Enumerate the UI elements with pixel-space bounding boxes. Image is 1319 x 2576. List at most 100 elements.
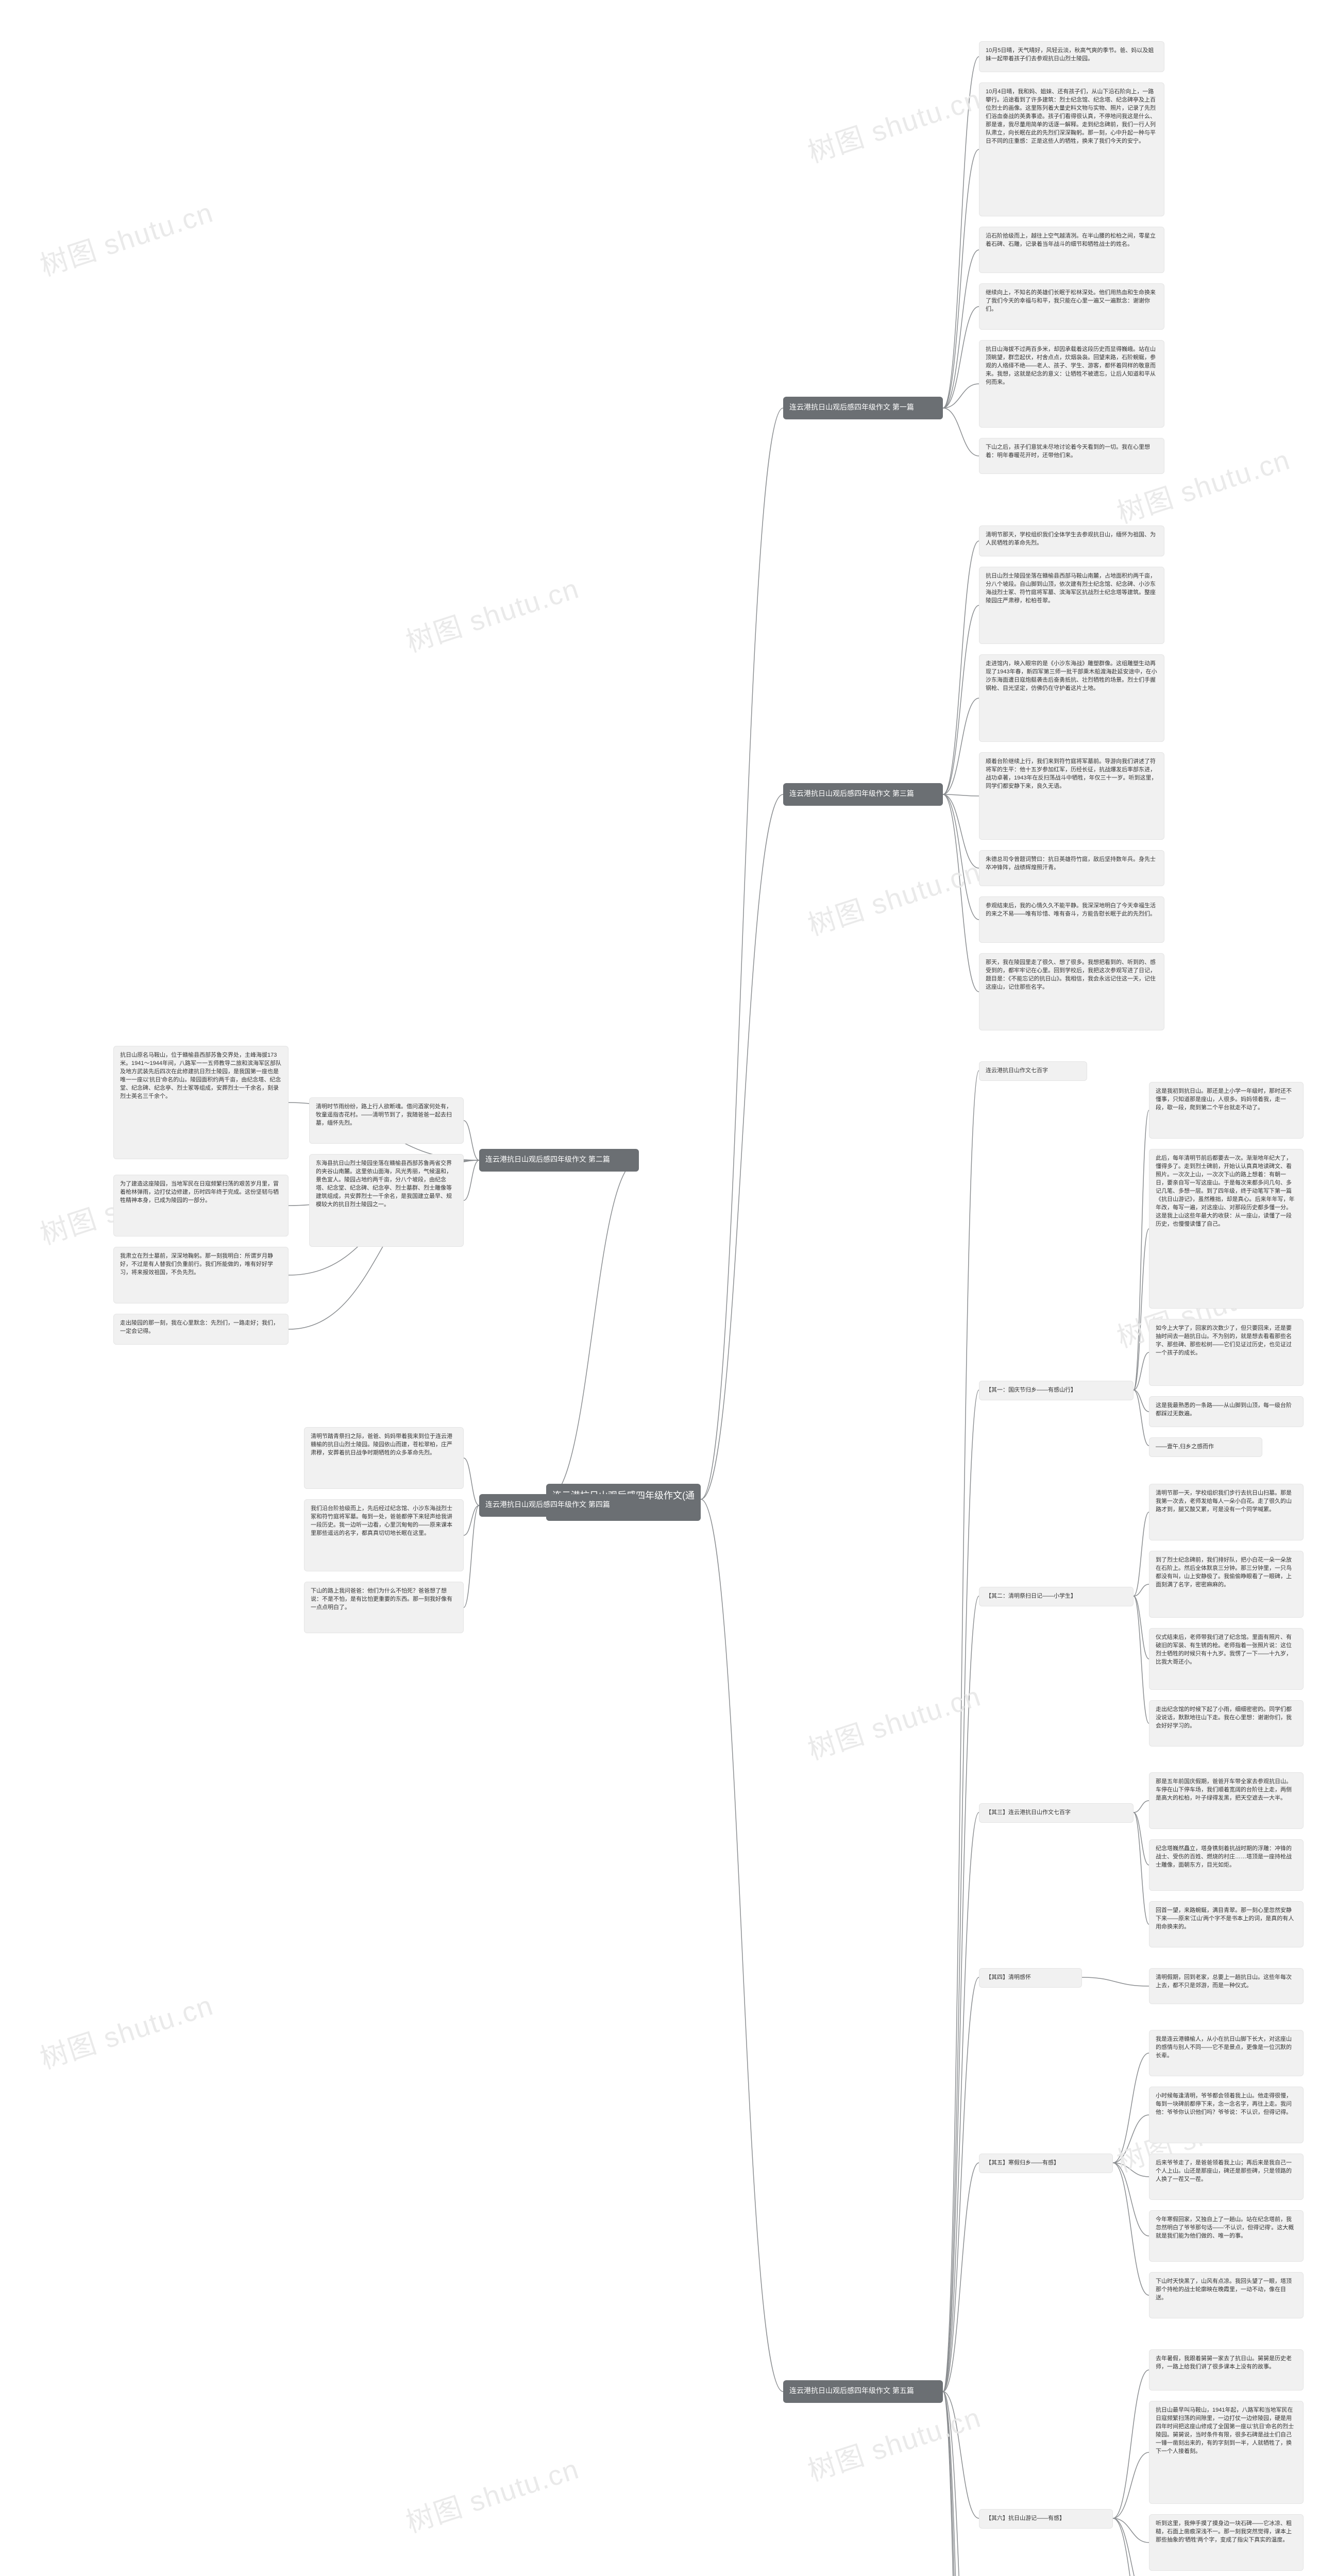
node-text: 我肃立在烈士墓前，深深地鞠躬。那一刻我明白：所谓岁月静好，不过是有人替我们负重前… <box>120 1253 273 1276</box>
node-text: 东海县抗日山烈士陵园坐落在赣榆县西部苏鲁两省交界的夹谷山南麓。这里依山面海，风光… <box>316 1160 452 1208</box>
node-b2: 连云港抗日山观后感四年级作文 第二篇 <box>479 1149 639 1172</box>
watermark: 树图 shutu.cn <box>802 849 985 943</box>
node-b5s4a: 清明假期，回到老家，总要上一趟抗日山。这些年每次上去，都不只是郊游，而是一种仪式… <box>1149 1968 1304 2004</box>
node-b1l4: 继续向上，不知名的英雄们长眠于松林深处。他们用热血和生命换来了我们今天的幸福与和… <box>979 283 1164 330</box>
node-b4l1: 清明节踏青祭扫之际，爸爸、妈妈带着我来到位于连云港赣榆的抗日山烈士陵园。陵园依山… <box>304 1427 464 1489</box>
node-b5s5e: 下山时天快黑了，山风有点凉。我回头望了一眼，塔顶那个持枪的战士轮廓映在晚霞里，一… <box>1149 2272 1304 2318</box>
node-text: 连云港抗日山观后感四年级作文 第四篇 <box>485 1500 610 1509</box>
node-b2l4: 我肃立在烈士墓前，深深地鞠躬。那一刻我明白：所谓岁月静好，不过是有人替我们负重前… <box>113 1247 289 1303</box>
node-text: 这是我初到抗日山。那还是上小学一年级时，那时还不懂事，只知道那是座山，人很多。妈… <box>1156 1088 1292 1111</box>
node-b3l5: 朱德总司令曾题词赞曰：抗日英雄符竹庭，敌后坚持数年兵。身先士卒冲锋阵，战绩辉煌照… <box>979 850 1164 886</box>
node-text: 走出陵园的那一刻，我在心里默念：先烈们，一路走好；我们，一定会记得。 <box>120 1320 279 1334</box>
node-text: 去年暑假，我跟着舅舅一家去了抗日山。舅舅是历史老师，一路上给我们讲了很多课本上没… <box>1156 2355 1292 2370</box>
node-text: 抗日山最早叫马鞍山，1941年起，八路军和当地军民在日寇频繁扫荡的间隙里，一边打… <box>1156 2407 1294 2454</box>
node-b5s6a: 去年暑假，我跟着舅舅一家去了抗日山。舅舅是历史老师，一路上给我们讲了很多课本上没… <box>1149 2349 1304 2391</box>
node-b1l2: 10月4日晴，我和妈、姐妹、还有孩子们，从山下沿石阶向上，一路攀行。沿途看到了许… <box>979 82 1164 216</box>
node-text: 继续向上，不知名的英雄们长眠于松林深处。他们用热血和生命换来了我们今天的幸福与和… <box>986 290 1156 312</box>
node-b3l3: 走进馆内，映入眼帘的是《小沙东海战》雕塑群像。这组雕塑生动再现了1943年春，新… <box>979 654 1164 742</box>
node-text: 连云港抗日山作文七百字 <box>986 1067 1048 1074</box>
watermark: 树图 shutu.cn <box>400 566 583 660</box>
node-b5s2d: 走出纪念馆的时候下起了小雨，细细密密的。同学们都没说话，默默地往山下走。我在心里… <box>1149 1700 1304 1747</box>
watermark: 树图 shutu.cn <box>802 1673 985 1768</box>
node-text: 为了建造这座陵园，当地军民在日寇频繁扫荡的艰苦岁月里，冒着枪林弹雨，边打仗边修建… <box>120 1181 279 1204</box>
node-text: 那是五年前国庆假期，爸爸开车带全家去参观抗日山。车停在山下停车场，我们顺着宽阔的… <box>1156 1778 1292 1801</box>
watermark: 树图 shutu.cn <box>400 2446 583 2540</box>
node-text: 下山的路上我问爸爸：他们为什么不怕死？爸爸想了想说：不是不怕，是有比怕更重要的东… <box>311 1588 452 1611</box>
node-text: 连云港抗日山观后感四年级作文 第二篇 <box>485 1155 610 1163</box>
node-b5s1d: 这是我最熟悉的一条路——从山脚到山顶，每一级台阶都踩过无数遍。 <box>1149 1396 1304 1427</box>
node-b5s5a: 我是连云港赣榆人，从小在抗日山脚下长大，对这座山的感情与别人不同——它不是景点，… <box>1149 2030 1304 2076</box>
node-text: 那天，我在陵园里走了很久、想了很多。我想把看到的、听到的、感受到的，都牢牢记在心… <box>986 959 1156 990</box>
node-text: 下山之后，孩子们意犹未尽地讨论着今天看到的一切。我在心里想着：明年春暖花开时，还… <box>986 444 1150 459</box>
node-b5s1b: 此后，每年清明节前后都要去一次。渐渐地年纪大了，懂得多了。走到烈士碑前，开始认认… <box>1149 1149 1304 1309</box>
node-text: 【其五】寒假归乡——有感】 <box>986 2160 1059 2166</box>
node-b5s3: 【其三】连云港抗日山作文七百字 <box>979 1803 1134 1823</box>
node-b3l6: 参观结束后，我的心情久久不能平静。我深深地明白了今天幸福生活的来之不易——唯有珍… <box>979 896 1164 943</box>
node-text: 这是我最熟悉的一条路——从山脚到山顶，每一级台阶都踩过无数遍。 <box>1156 1402 1292 1417</box>
node-b5s3a: 那是五年前国庆假期，爸爸开车带全家去参观抗日山。车停在山下停车场，我们顺着宽阔的… <box>1149 1772 1304 1829</box>
node-text: 【其一：国庆节归乡——有感山行】 <box>986 1387 1076 1393</box>
node-text: 走进馆内，映入眼帘的是《小沙东海战》雕塑群像。这组雕塑生动再现了1943年春，新… <box>986 660 1157 691</box>
node-text: 【其三】连云港抗日山作文七百字 <box>986 1809 1071 1816</box>
node-text: 纪念塔巍然矗立，塔身镌刻着抗战时期的浮雕：冲锋的战士、受伤的百姓、燃烧的村庄……… <box>1156 1845 1292 1868</box>
node-text: 此后，每年清明节前后都要去一次。渐渐地年纪大了，懂得多了。走到烈士碑前，开始认认… <box>1156 1155 1295 1227</box>
node-b1l6: 下山之后，孩子们意犹未尽地讨论着今天看到的一切。我在心里想着：明年春暖花开时，还… <box>979 438 1164 474</box>
node-text: 清明节踏青祭扫之际，爸爸、妈妈带着我来到位于连云港赣榆的抗日山烈士陵园。陵园依山… <box>311 1433 452 1456</box>
node-text: 下山时天快黑了，山风有点凉。我回头望了一眼，塔顶那个持枪的战士轮廓映在晚霞里，一… <box>1156 2278 1292 2301</box>
node-text: 10月5日晴，天气晴好，风轻云淡，秋高气爽的季节。爸、妈以及姐妹一起带着孩子们去… <box>986 47 1154 62</box>
node-b1: 连云港抗日山观后感四年级作文 第一篇 <box>783 397 943 419</box>
node-b4: 连云港抗日山观后感四年级作文 第四篇 <box>479 1494 639 1517</box>
node-b1l1: 10月5日晴，天气晴好，风轻云淡，秋高气爽的季节。爸、妈以及姐妹一起带着孩子们去… <box>979 41 1164 72</box>
node-b5s1a: 这是我初到抗日山。那还是上小学一年级时，那时还不懂事，只知道那是座山，人很多。妈… <box>1149 1082 1304 1139</box>
node-text: 后来爷爷走了，是爸爸领着我上山；再后来是我自己一个人上山。山还是那座山，碑还是那… <box>1156 2160 1292 2182</box>
node-text: 10月4日晴，我和妈、姐妹、还有孩子们，从山下沿石阶向上，一路攀行。沿途看到了许… <box>986 89 1156 144</box>
node-b3: 连云港抗日山观后感四年级作文 第三篇 <box>783 783 943 806</box>
mindmap-canvas: 树图 shutu.cn 树图 shutu.cn 树图 shutu.cn 树图 shut… <box>0 0 1319 2576</box>
node-text: 回首一望，来路蜿蜒，满目青翠。那一刻心里忽然安静下来——原来'江山'两个字不是书… <box>1156 1907 1294 1930</box>
node-text: 抗日山海拔不过两百多米，却因承载着这段历史而显得巍峨。站在山顶眺望，群峦起伏，村… <box>986 346 1156 385</box>
node-text: 参观结束后，我的心情久久不能平静。我深深地明白了今天幸福生活的来之不易——唯有珍… <box>986 903 1156 917</box>
node-b3l1: 清明节那天，学校组织我们全体学生去参观抗日山，缅怀为祖国、为人民牺牲的革命先烈。 <box>979 526 1164 556</box>
watermark: 树图 shutu.cn <box>802 2395 985 2489</box>
node-b5s6: 【其六】抗日山游记——有感】 <box>979 2509 1113 2529</box>
node-b5s4: 【其四】清明感怀 <box>979 1968 1082 1988</box>
node-b5h: 连云港抗日山作文七百字 <box>979 1061 1087 1081</box>
node-text: 清明假期，回到老家，总要上一趟抗日山。这些年每次上去，都不只是郊游，而是一种仪式… <box>1156 1974 1292 1989</box>
watermark: 树图 shutu.cn <box>802 76 985 171</box>
node-text: 仪式结束后，老师带我们进了纪念馆。里面有照片、有破旧的军装、有生锈的枪。老师指着… <box>1156 1634 1292 1665</box>
node-b1l5: 抗日山海拔不过两百多米，却因承载着这段历史而显得巍峨。站在山顶眺望，群峦起伏，村… <box>979 340 1164 428</box>
node-text: 今年寒假回家，又独自上了一趟山。站在纪念塔前，我忽然明白了爷爷那句话——'不认识… <box>1156 2216 1294 2239</box>
node-b2l5: 走出陵园的那一刻，我在心里默念：先烈们，一路走好；我们，一定会记得。 <box>113 1314 289 1345</box>
node-b5s2: 【其二：清明祭扫日记——小学生】 <box>979 1587 1134 1606</box>
node-b5s1: 【其一：国庆节归乡——有感山行】 <box>979 1381 1134 1400</box>
node-text: ——壹午,归乡之感而作 <box>1156 1444 1214 1450</box>
node-text: 顺着台阶继续上行，我们来到符竹庭将军墓前。导游向我们讲述了符将军的生平：他十五岁… <box>986 758 1157 789</box>
watermark: 树图 shutu.cn <box>34 1982 217 2077</box>
node-text: 连云港抗日山观后感四年级作文 第三篇 <box>789 789 914 798</box>
node-b5s5d: 今年寒假回家，又独自上了一趟山。站在纪念塔前，我忽然明白了爷爷那句话——'不认识… <box>1149 2210 1304 2262</box>
node-text: 抗日山烈士陵园坐落在赣榆县西部马鞍山南麓，占地面积约两千亩，分八个坡段。自山脚到… <box>986 573 1156 604</box>
node-text: 连云港抗日山观后感四年级作文 第一篇 <box>789 403 914 411</box>
node-b2l1: 清明时节雨纷纷，路上行人欲断魂。借问酒家何处有，牧童遥指杏花村。——清明节到了，… <box>309 1097 464 1144</box>
node-b5: 连云港抗日山观后感四年级作文 第五篇 <box>783 2380 943 2403</box>
node-text: 如今上大学了，回家的次数少了，但只要回来，还是要抽时间去一趟抗日山。不为别的，就… <box>1156 1325 1292 1356</box>
node-text: 抗日山原名马鞍山，位于赣榆县西部苏鲁交界处，主峰海拔173米。1941～1944… <box>120 1052 281 1099</box>
node-b5s2a: 清明节那一天，学校组织我们步行去抗日山扫墓。那是我第一次去，老师发给每人一朵小白… <box>1149 1484 1304 1540</box>
node-text: 清明时节雨纷纷，路上行人欲断魂。借问酒家何处有，牧童遥指杏花村。——清明节到了，… <box>316 1104 452 1126</box>
node-b5s2c: 仪式结束后，老师带我们进了纪念馆。里面有照片、有破旧的军装、有生锈的枪。老师指着… <box>1149 1628 1304 1690</box>
node-b5s5b: 小时候每逢清明，爷爷都会领着我上山。他走得很慢，每到一块碑前都停下来，念一念名字… <box>1149 2087 1304 2143</box>
watermark: 树图 shutu.cn <box>34 190 217 284</box>
node-text: 连云港抗日山观后感四年级作文 第五篇 <box>789 2386 914 2395</box>
node-b5s5: 【其五】寒假归乡——有感】 <box>979 2154 1113 2173</box>
node-text: 我们沿台阶拾级而上，先后经过纪念馆、小沙东海战烈士冢和符竹庭将军墓。每到一处，爸… <box>311 1505 452 1536</box>
node-text: 【其四】清明感怀 <box>986 1974 1031 1980</box>
node-b5s1e: ——壹午,归乡之感而作 <box>1149 1437 1262 1457</box>
node-b2l2b: 东海县抗日山烈士陵园坐落在赣榆县西部苏鲁两省交界的夹谷山南麓。这里依山面海，风光… <box>309 1154 464 1247</box>
node-b3l4: 顺着台阶继续上行，我们来到符竹庭将军墓前。导游向我们讲述了符将军的生平：他十五岁… <box>979 752 1164 840</box>
node-b5s3b: 纪念塔巍然矗立，塔身镌刻着抗战时期的浮雕：冲锋的战士、受伤的百姓、燃烧的村庄……… <box>1149 1839 1304 1891</box>
node-b5s5c: 后来爷爷走了，是爸爸领着我上山；再后来是我自己一个人上山。山还是那座山，碑还是那… <box>1149 2154 1304 2200</box>
node-text: 清明节那天，学校组织我们全体学生去参观抗日山，缅怀为祖国、为人民牺牲的革命先烈。 <box>986 532 1156 546</box>
node-text: 走出纪念馆的时候下起了小雨，细细密密的。同学们都没说话，默默地往山下走。我在心里… <box>1156 1706 1292 1729</box>
node-text: 我是连云港赣榆人，从小在抗日山脚下长大，对这座山的感情与别人不同——它不是景点，… <box>1156 2036 1292 2059</box>
node-b4l2: 我们沿台阶拾级而上，先后经过纪念馆、小沙东海战烈士冢和符竹庭将军墓。每到一处，爸… <box>304 1499 464 1571</box>
